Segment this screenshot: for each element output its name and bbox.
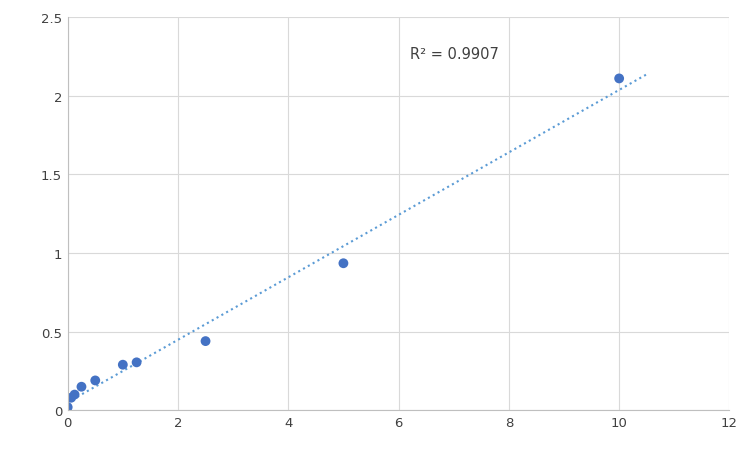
Point <box>68 391 80 398</box>
Point <box>613 76 625 83</box>
Point <box>117 361 129 368</box>
Text: R² = 0.9907: R² = 0.9907 <box>410 47 499 62</box>
Point <box>89 377 102 384</box>
Point <box>199 338 211 345</box>
Point <box>338 260 350 267</box>
Point <box>131 359 143 366</box>
Point <box>75 383 87 391</box>
Point <box>62 404 74 411</box>
Point <box>65 394 77 401</box>
